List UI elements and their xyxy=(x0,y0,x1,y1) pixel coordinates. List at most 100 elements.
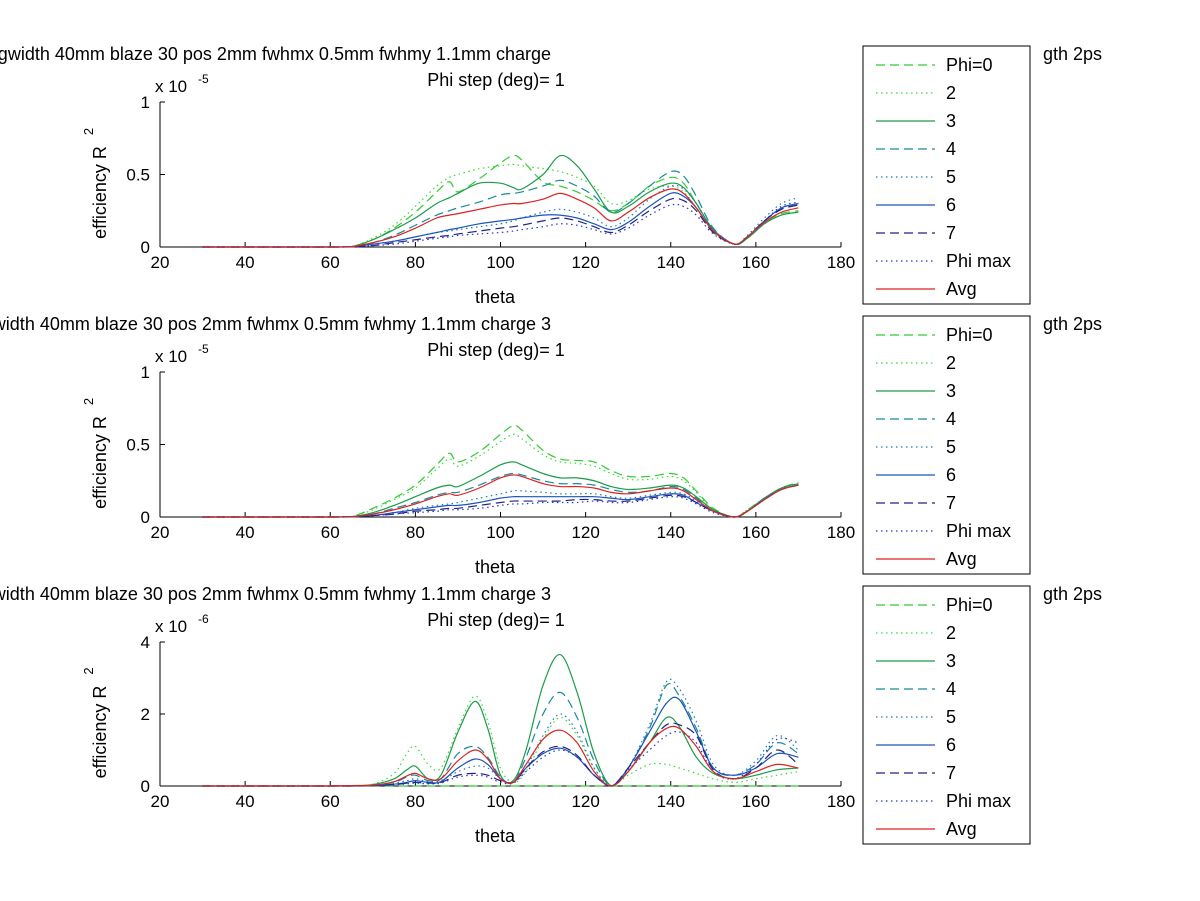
legend-entry-label: 5 xyxy=(946,707,956,727)
series-line-3 xyxy=(202,461,799,518)
legend-entry-label: 2 xyxy=(946,83,956,103)
legend-entry-label: 2 xyxy=(946,623,956,643)
legend-entry-label: 6 xyxy=(946,195,956,215)
x-tick-label: 100 xyxy=(486,792,514,811)
plot-subtitle: Phi step (deg)= 1 xyxy=(427,340,565,360)
legend-entry-label: 5 xyxy=(946,437,956,457)
legend-entry-label: 7 xyxy=(946,223,956,243)
y-tick-label: 0.5 xyxy=(126,166,150,185)
y-tick-label: 1 xyxy=(141,363,150,382)
legend-entry-label: Phi=0 xyxy=(946,325,993,345)
legend-entry-label: 2 xyxy=(946,353,956,373)
series-line-avg xyxy=(202,725,799,787)
y-axis-label: efficiency R xyxy=(90,686,110,779)
x-tick-label: 40 xyxy=(236,253,255,272)
x-tick-label: 180 xyxy=(827,253,855,272)
series-line-2 xyxy=(202,163,799,248)
legend-entry-label: 7 xyxy=(946,493,956,513)
x-tick-label: 80 xyxy=(406,792,425,811)
legend-entry-label: 3 xyxy=(946,111,956,131)
legend: Phi=0 2 3 4 5 6 7 Phi max Avg xyxy=(862,45,1031,305)
y-axis-label-superscript: 2 xyxy=(81,128,96,135)
series-line-avg xyxy=(202,188,799,248)
legend-entry-label: 3 xyxy=(946,651,956,671)
y-axis-label-superscript: 2 xyxy=(81,398,96,405)
series-line-phi-max xyxy=(202,484,799,518)
legend-box xyxy=(862,45,1031,305)
x-tick-label: 20 xyxy=(151,253,170,272)
y-tick-label: 4 xyxy=(141,633,150,652)
legend-entry-label: 6 xyxy=(946,735,956,755)
x-tick-label: 180 xyxy=(827,792,855,811)
y-axis-label-superscript: 2 xyxy=(81,667,96,674)
y-tick-label: 0 xyxy=(141,238,150,257)
x-tick-label: 20 xyxy=(151,792,170,811)
x-tick-label: 100 xyxy=(486,523,514,542)
y-tick-label: 1 xyxy=(141,93,150,112)
series-group xyxy=(202,424,799,518)
legend-entry-label: Phi=0 xyxy=(946,55,993,75)
x-tick-label: 20 xyxy=(151,523,170,542)
y-exponent-power: -6 xyxy=(198,612,209,626)
plot-subtitle: Phi step (deg)= 1 xyxy=(427,610,565,630)
x-tick-label: 120 xyxy=(571,253,599,272)
plot-title: OLEIL gperiod 1.01mm gwidth 40mm blaze 3… xyxy=(0,314,551,334)
x-tick-label: 180 xyxy=(827,523,855,542)
legend-entry-label: Phi max xyxy=(946,791,1011,811)
x-tick-label: 120 xyxy=(571,523,599,542)
legend-entry-label: Phi max xyxy=(946,251,1011,271)
x-tick-label: 160 xyxy=(742,253,770,272)
x-tick-label: 100 xyxy=(486,253,514,272)
legend-entry-label: 4 xyxy=(946,139,956,159)
legend-entry-label: Phi=0 xyxy=(946,595,993,615)
series-group xyxy=(202,654,799,787)
plot-title-end: gth 2ps xyxy=(1043,584,1102,604)
series-line-phi-max xyxy=(202,201,799,248)
plot-subtitle: Phi step (deg)= 1 xyxy=(427,70,565,90)
plot-title: OLEIL gperiod 1.01mm gwidth 40mm blaze 3… xyxy=(0,44,551,64)
legend-box xyxy=(862,585,1031,845)
legend: Phi=0 2 3 4 5 6 7 Phi max Avg xyxy=(862,315,1031,575)
x-tick-label: 40 xyxy=(236,792,255,811)
legend-entry-label: 6 xyxy=(946,465,956,485)
x-tick-label: 140 xyxy=(657,523,685,542)
legend-entry-label: Avg xyxy=(946,279,977,299)
x-axis-label: theta xyxy=(475,826,516,846)
x-axis-label: theta xyxy=(475,287,516,307)
y-axis-label: efficiency R xyxy=(90,416,110,509)
y-tick-label: 2 xyxy=(141,705,150,724)
x-tick-label: 140 xyxy=(657,792,685,811)
series-group xyxy=(202,154,799,248)
subplot-1: OLEIL gperiod 1.01mm gwidth 40mm blaze 3… xyxy=(0,44,1102,307)
plot-title: OLEIL gperiod 1.01mm gwidth 40mm blaze 3… xyxy=(0,584,551,604)
series-line-3 xyxy=(202,654,799,787)
x-tick-label: 140 xyxy=(657,253,685,272)
x-tick-label: 60 xyxy=(321,792,340,811)
x-tick-label: 160 xyxy=(742,792,770,811)
legend-entry-label: Phi max xyxy=(946,521,1011,541)
legend-entry-label: 4 xyxy=(946,409,956,429)
legend-entry-label: 3 xyxy=(946,381,956,401)
y-tick-label: 0 xyxy=(141,777,150,796)
y-exponent-label: x 10 xyxy=(155,347,187,366)
series-line-phi-max xyxy=(202,731,799,787)
plot-title-end: gth 2ps xyxy=(1043,44,1102,64)
legend-entry-label: Avg xyxy=(946,549,977,569)
x-tick-label: 120 xyxy=(571,792,599,811)
x-tick-label: 80 xyxy=(406,253,425,272)
y-tick-label: 0 xyxy=(141,508,150,527)
subplot-3: OLEIL gperiod 1.01mm gwidth 40mm blaze 3… xyxy=(0,584,1102,846)
legend: Phi=0 2 3 4 5 6 7 Phi max Avg xyxy=(862,585,1031,845)
series-line-phi-0 xyxy=(202,424,799,518)
y-exponent-power: -5 xyxy=(198,72,209,86)
legend-box xyxy=(862,315,1031,575)
subplots: OLEIL gperiod 1.01mm gwidth 40mm blaze 3… xyxy=(0,44,1102,846)
x-tick-label: 160 xyxy=(742,523,770,542)
series-line-2 xyxy=(202,433,799,518)
x-tick-label: 40 xyxy=(236,523,255,542)
series-line-3 xyxy=(202,154,799,248)
legend-entry-label: 4 xyxy=(946,679,956,699)
x-tick-label: 60 xyxy=(321,523,340,542)
y-exponent-label: x 10 xyxy=(155,617,187,636)
x-tick-label: 80 xyxy=(406,523,425,542)
